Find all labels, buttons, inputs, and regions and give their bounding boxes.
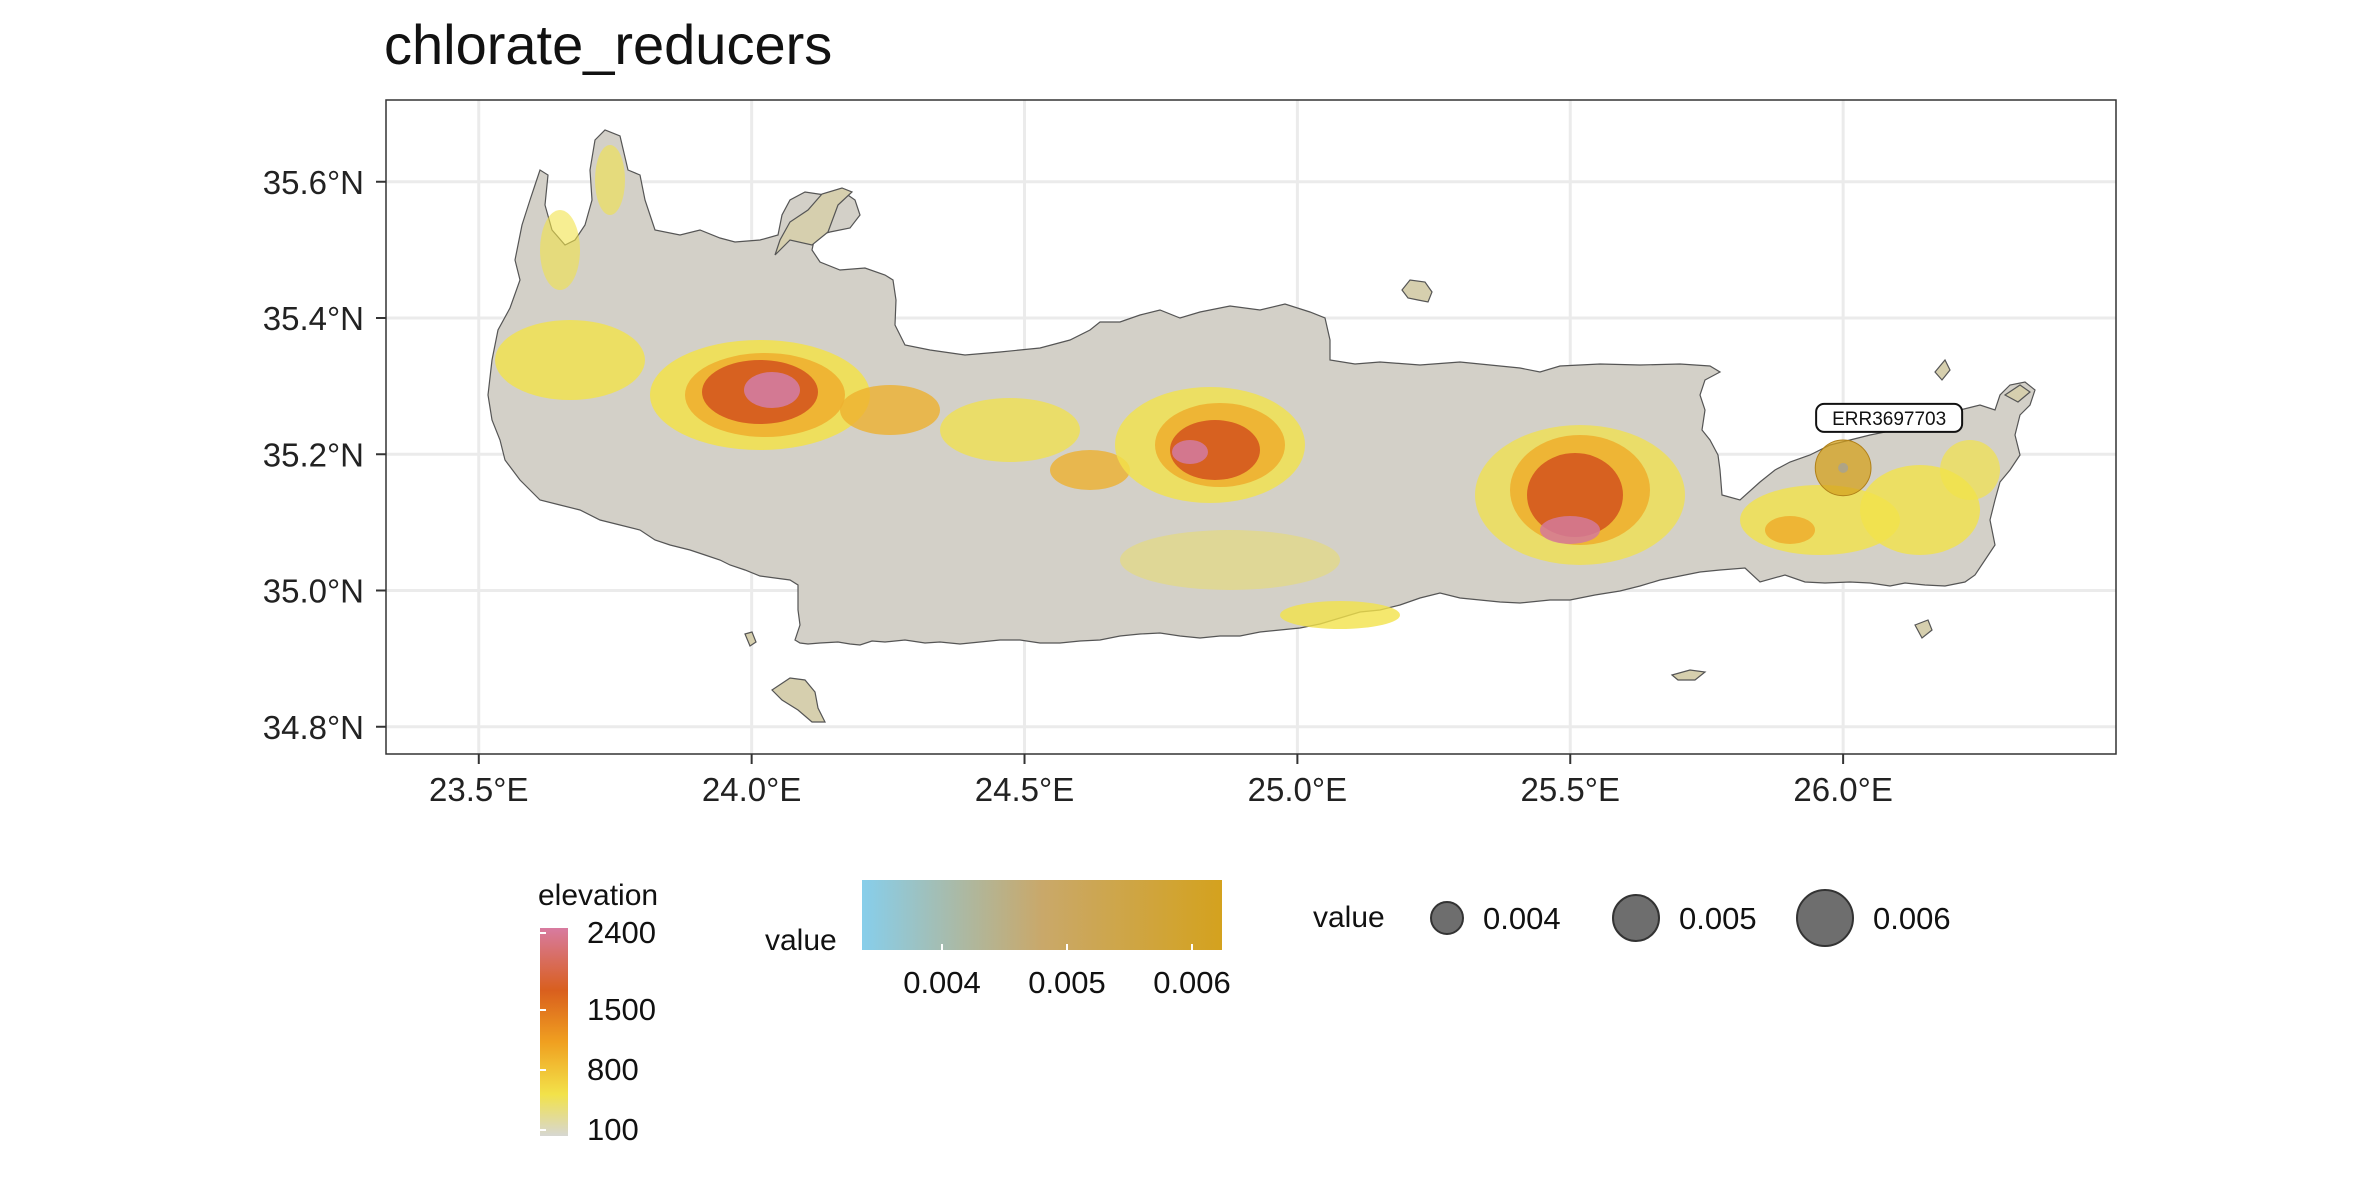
value-size-legend-keys: 0.004 0.005 0.006 (1430, 889, 1951, 947)
y-tick-label: 35.0°N (263, 573, 364, 610)
size-key-circle (1796, 889, 1854, 947)
elevation-legend: elevation 2400 1500 800 100 (538, 879, 658, 1147)
value-colorbar (862, 880, 1222, 950)
x-tick-label: 25.0°E (1248, 771, 1347, 808)
y-tick-label: 34.8°N (263, 709, 364, 746)
x-tick-label: 24.0°E (702, 771, 801, 808)
x-tick-label: 25.5°E (1521, 771, 1620, 808)
islet-southwest (744, 631, 757, 647)
value-size-legend-label: 0.005 (1679, 901, 1757, 936)
x-tick-label: 26.0°E (1793, 771, 1892, 808)
gavdos-island (771, 677, 826, 723)
elevation-legend-title: elevation (538, 879, 658, 912)
gramvousa-islet (774, 187, 854, 256)
islet-koufonisi (1914, 619, 1933, 639)
elevation-shading (495, 145, 2000, 629)
islet-chrysi (1670, 669, 1707, 681)
value-size-legend-label: 0.004 (1483, 901, 1561, 936)
value-color-legend-labels: 0.004 0.005 0.006 (903, 944, 1231, 1000)
sample-label-box (1815, 402, 1964, 433)
sample-label: ERR3697703 (1832, 409, 1946, 430)
y-tick-label: 35.4°N (263, 300, 364, 337)
sample-point-center (1838, 462, 1849, 473)
size-key-circle (1430, 901, 1464, 935)
y-tick-label: 35.6°N (263, 164, 364, 201)
elevation-legend-label: 100 (587, 1112, 639, 1147)
dia-island (1401, 279, 1433, 303)
value-color-legend-title: value (765, 924, 837, 957)
elevation-colorbar (540, 928, 568, 1136)
x-tick-label: 23.5°E (429, 771, 528, 808)
land-layer (487, 129, 2036, 723)
elevation-legend-labels: 2400 1500 800 100 (540, 915, 656, 1147)
elevation-legend-label: 800 (587, 1052, 639, 1087)
x-tick-label: 24.5°E (975, 771, 1074, 808)
value-color-legend: value 0.004 0.005 0.006 (765, 880, 1231, 1000)
y-tick-label: 35.2°N (263, 436, 364, 473)
value-color-legend-label: 0.006 (1153, 965, 1231, 1000)
value-color-legend-label: 0.005 (1028, 965, 1106, 1000)
elevation-legend-label: 2400 (587, 915, 656, 950)
x-axis: 23.5°E 24.0°E 24.5°E 25.0°E 25.5°E 26.0°E (429, 754, 1893, 808)
panel-border (385, 99, 2117, 755)
size-key-circle (1612, 894, 1660, 942)
elevation-legend-label: 1500 (587, 992, 656, 1027)
islet-dionysades (2003, 384, 2031, 403)
islet-kavalloi (1934, 358, 1951, 381)
value-size-legend: value 0.004 0.005 0.006 (1313, 889, 1951, 947)
value-size-legend-label: 0.006 (1873, 901, 1951, 936)
y-axis: 35.6°N 35.4°N 35.2°N 35.0°N 34.8°N (263, 164, 386, 746)
value-size-legend-title: value (1313, 901, 1385, 934)
value-color-legend-label: 0.004 (903, 965, 981, 1000)
plot-title: chlorate_reducers (384, 13, 833, 76)
